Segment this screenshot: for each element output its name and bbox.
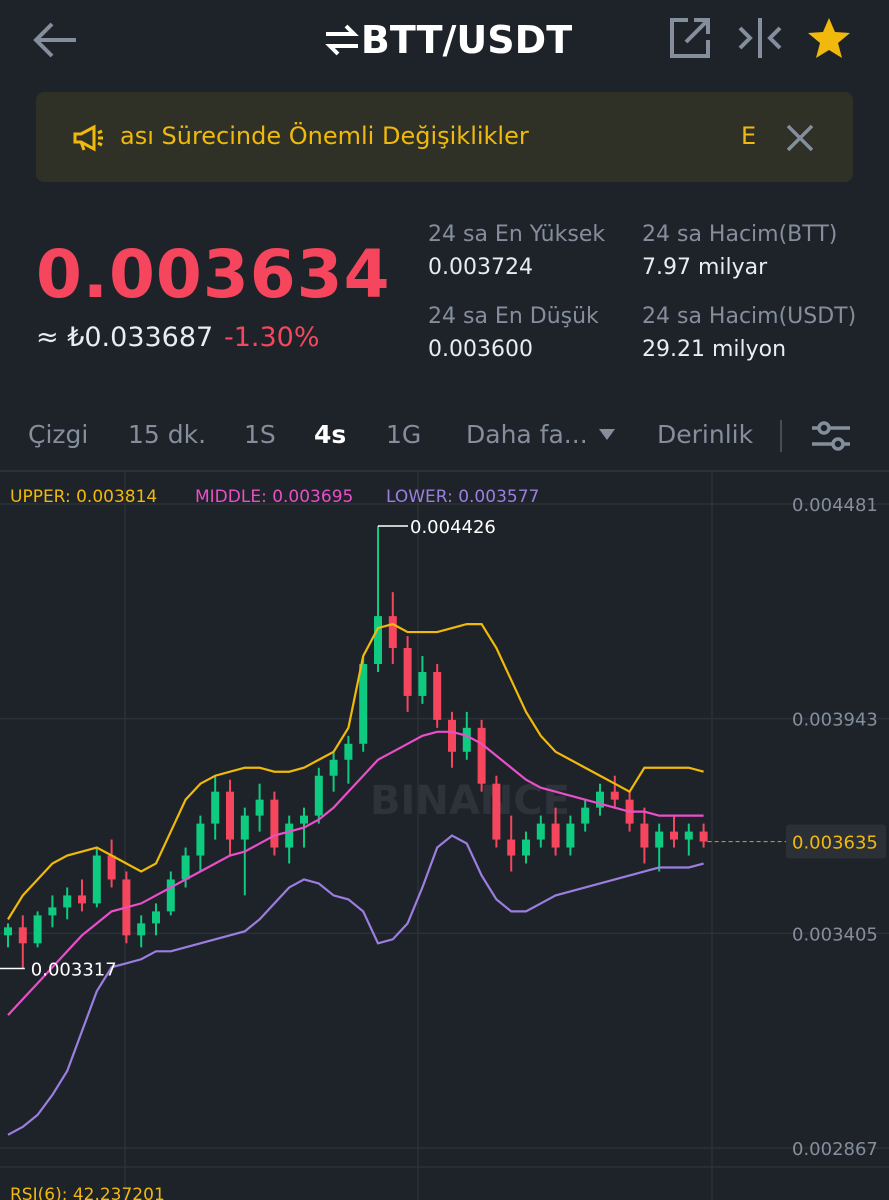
announcement-banner[interactable]: ası Sürecinde Önemli Değişiklikler E xyxy=(36,92,853,182)
y-tick-label: 0.002867 xyxy=(792,1139,878,1160)
candle-body xyxy=(536,823,545,840)
candle-body xyxy=(33,915,42,944)
candle-body xyxy=(18,927,27,944)
legend-entry: MIDDLE: 0.003695 xyxy=(195,487,353,507)
candle-body xyxy=(596,791,604,808)
candle-body xyxy=(285,823,294,848)
stat-label: 24 sa En Düşük xyxy=(428,304,599,329)
separator xyxy=(0,470,889,472)
interval-tab[interactable]: 1G xyxy=(386,420,422,449)
external-link-icon[interactable] xyxy=(668,16,716,60)
close-banner[interactable] xyxy=(786,124,814,152)
candle-body xyxy=(492,783,501,840)
candle-body xyxy=(374,616,382,665)
stat-value: 29.21 milyon xyxy=(642,337,787,362)
banner-text-tail: E xyxy=(741,122,757,150)
candle-body xyxy=(270,799,279,848)
interval-tab[interactable]: 1S xyxy=(244,420,276,449)
fiat-price: ≈ ₺0.033687 xyxy=(36,322,214,353)
y-tick-label: 0.004481 xyxy=(792,495,878,516)
candle-body xyxy=(181,855,190,880)
y-tick-label: 0.003943 xyxy=(792,710,878,731)
interval-tab[interactable]: 15 dk. xyxy=(128,420,207,449)
indicator-line xyxy=(7,834,704,1136)
candle-body xyxy=(699,831,708,842)
compare-icon[interactable] xyxy=(736,16,784,60)
candle-body xyxy=(152,911,160,924)
low-annotation: 0.003317 xyxy=(31,959,117,980)
dropdown-arrow[interactable] xyxy=(598,428,616,442)
banner-text: ası Sürecinde Önemli Değişiklikler xyxy=(120,122,529,150)
candle-body xyxy=(359,664,368,744)
candle-body xyxy=(344,743,353,760)
last-price-label: 0.003635 xyxy=(792,833,878,854)
candle-body xyxy=(314,775,323,816)
candle-body xyxy=(477,727,486,784)
last-price: 0.003634 xyxy=(36,236,391,313)
candle-body xyxy=(240,815,249,840)
candle-body xyxy=(418,671,427,696)
indicator-line xyxy=(7,622,704,920)
candle-body xyxy=(670,831,678,840)
candle-body xyxy=(226,791,234,840)
candle-body xyxy=(684,831,693,840)
interval-tab[interactable]: Çizgi xyxy=(28,420,89,449)
stat-label: 24 sa Hacim(USDT) xyxy=(642,304,857,329)
rsi-label: RSI(6): 42.237201 xyxy=(10,1185,165,1200)
megaphone-icon xyxy=(73,124,103,152)
stat-value: 7.97 milyar xyxy=(642,255,768,280)
back-button[interactable] xyxy=(28,20,80,60)
legend-entry: UPPER: 0.003814 xyxy=(10,487,157,507)
candle-body xyxy=(462,727,471,752)
candle-body xyxy=(507,839,516,856)
y-tick-label: 0.003405 xyxy=(792,924,878,945)
candle-body xyxy=(551,823,560,848)
candle-body xyxy=(640,823,649,848)
candle-body xyxy=(166,879,175,912)
candle-body xyxy=(137,923,146,936)
indicator-line xyxy=(7,730,704,1016)
candle-body xyxy=(92,855,101,904)
candle-body xyxy=(655,831,664,848)
candlestick-chart: 0.0044810.0039430.0034050.002867BINANCEU… xyxy=(0,472,889,1200)
chart-settings-icon[interactable] xyxy=(810,418,852,454)
candle-body xyxy=(388,616,397,649)
favorite-star[interactable] xyxy=(806,16,852,60)
price-change: -1.30% xyxy=(224,322,320,353)
candle-body xyxy=(63,895,72,908)
stat-value: 0.003724 xyxy=(428,255,533,280)
interval-tabs: Çizgi 15 dk. 1S 4s 1G Daha fa... Derinlik xyxy=(0,420,889,460)
stat-label: 24 sa En Yüksek xyxy=(428,222,606,247)
candle-body xyxy=(48,907,57,916)
high-annotation: 0.004426 xyxy=(410,517,496,538)
candle-body xyxy=(581,807,590,824)
interval-tab[interactable]: Derinlik xyxy=(657,420,754,449)
candle-body xyxy=(329,759,338,776)
candle-body xyxy=(522,839,530,856)
candle-body xyxy=(433,671,442,720)
stat-label: 24 sa Hacim(BTT) xyxy=(642,222,838,247)
candle-body xyxy=(610,791,619,800)
candle-body xyxy=(255,799,264,816)
tab-divider xyxy=(780,420,782,452)
candle-body xyxy=(107,855,116,880)
legend-entry: LOWER: 0.003577 xyxy=(386,487,539,507)
candle-body xyxy=(566,823,575,848)
candle-body xyxy=(211,791,220,824)
candle-body xyxy=(403,648,412,696)
last-price-box xyxy=(786,824,886,859)
candle-body xyxy=(196,823,205,856)
pair-title: BTT/USDT xyxy=(360,18,573,62)
candle-body xyxy=(300,815,308,824)
swap-icon[interactable] xyxy=(322,22,362,58)
candle-body xyxy=(448,719,456,752)
candle-body xyxy=(78,895,86,904)
interval-tab[interactable]: 4s xyxy=(314,420,347,449)
interval-tab[interactable]: Daha fa... xyxy=(466,420,588,449)
stat-value: 0.003600 xyxy=(428,337,533,362)
candle-body xyxy=(4,927,12,936)
